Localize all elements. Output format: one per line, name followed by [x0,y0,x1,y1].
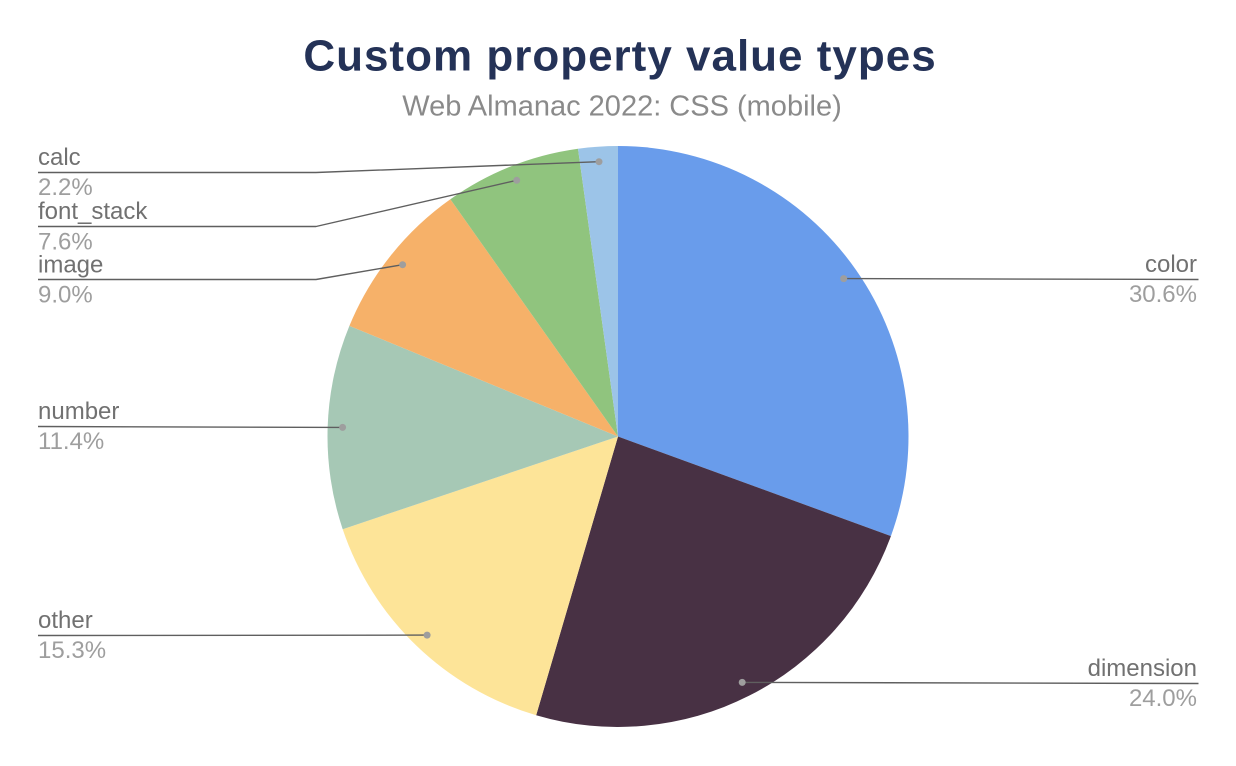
svg-text:number: number [38,398,119,425]
svg-text:image: image [38,252,103,279]
svg-text:30.6%: 30.6% [1129,281,1197,308]
svg-text:color: color [1145,251,1197,278]
svg-text:font_stack: font_stack [38,198,148,225]
svg-text:9.0%: 9.0% [38,282,93,309]
svg-text:other: other [38,607,93,634]
svg-text:15.3%: 15.3% [38,637,106,664]
svg-text:calc: calc [38,144,81,171]
svg-text:2.2%: 2.2% [38,174,93,201]
svg-text:11.4%: 11.4% [38,428,104,455]
svg-text:dimension: dimension [1088,655,1197,682]
svg-text:7.6%: 7.6% [38,228,93,255]
svg-text:Web Almanac 2022: CSS (mobile): Web Almanac 2022: CSS (mobile) [402,91,842,123]
svg-text:24.0%: 24.0% [1129,685,1197,712]
svg-text:Custom property value types: Custom property value types [303,32,936,81]
